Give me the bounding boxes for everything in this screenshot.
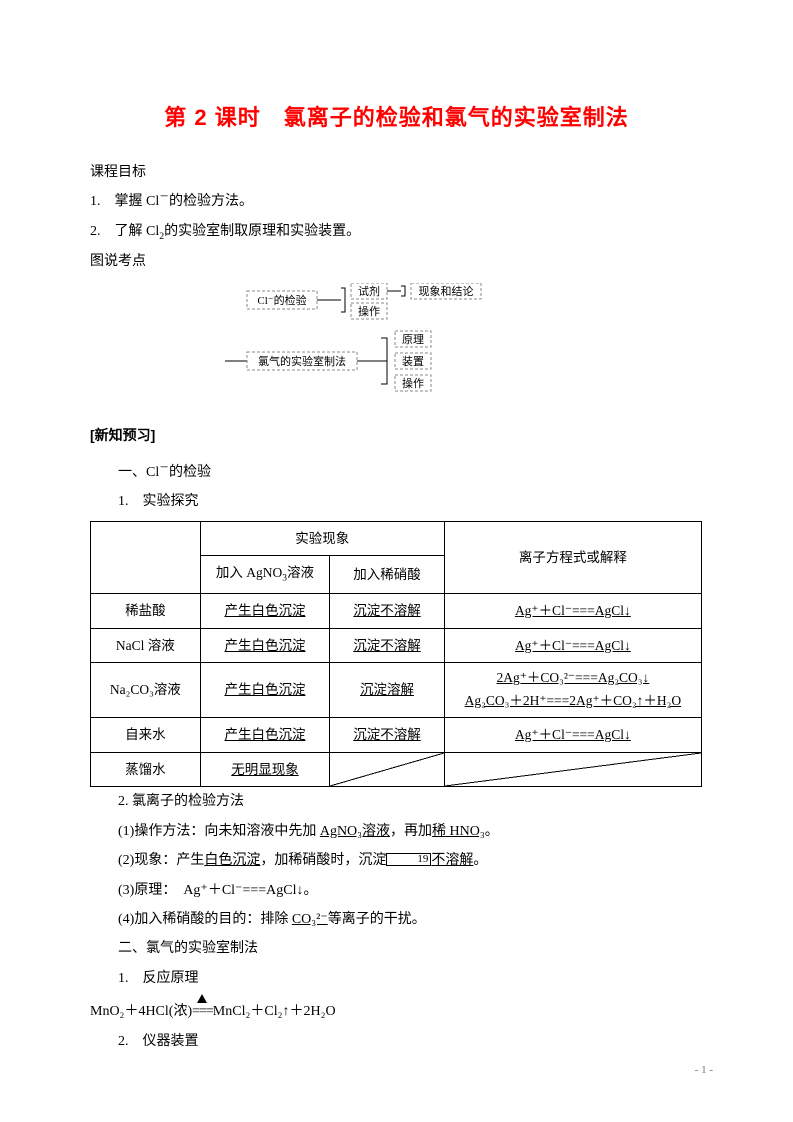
cell-eq: Ag⁺＋Cl⁻===AgCl↓ xyxy=(444,628,701,663)
triangle-icon xyxy=(197,994,207,1003)
obj2-post: 的实验室制取原理和实验装置。 xyxy=(164,224,360,239)
th-hno3: 加入稀硝酸 xyxy=(330,556,444,594)
method-4: (4)加入稀硝酸的目的：排除 CO₃²⁻等离子的干扰。 xyxy=(90,905,703,934)
agno3-post: 溶液 xyxy=(287,565,314,580)
heating-condition: === xyxy=(192,997,213,1026)
page-number: - 1 - xyxy=(695,1064,713,1076)
diagram-condition: 操作 xyxy=(358,304,380,318)
obj1-post: 的检验方法。 xyxy=(169,194,253,209)
cell-eq: Ag⁺＋Cl⁻===AgCl↓ xyxy=(444,718,701,753)
reaction-equation: MnO₂＋4HCl(浓)===MnCl₂＋Cl₂↑＋2H₂O xyxy=(90,997,703,1026)
diagram-gas-box: 氯气的实验室制法 xyxy=(258,354,346,368)
cell-ph2: 沉淀溶解 xyxy=(330,663,444,718)
s1-post: 的检验 xyxy=(169,465,211,480)
method-3: (3)原理： Ag⁺＋Cl⁻===AgCl↓。 xyxy=(90,876,703,905)
diagram-reagent: 试剂 xyxy=(358,284,380,298)
agno3-pre: 加入 AgNO xyxy=(216,565,282,580)
objectives-heading: 课程目标 xyxy=(90,158,703,187)
section-1-title: 一、Cl－的检验 xyxy=(90,458,703,487)
table-row: 自来水 产生白色沉淀 沉淀不溶解 Ag⁺＋Cl⁻===AgCl↓ xyxy=(91,718,702,753)
apparatus-heading: 2. 仪器装置 xyxy=(90,1027,703,1056)
cell-eq: Ag⁺＋Cl⁻===AgCl↓ xyxy=(444,593,701,628)
experiment-heading: 1. 实验探究 xyxy=(90,487,703,516)
cell-name: 蒸馏水 xyxy=(91,752,201,787)
diagram-cl-box: Cl⁻的检验 xyxy=(257,293,306,307)
diagram-label: 图说考点 xyxy=(90,247,703,276)
cell-eq: 2Ag⁺＋CO₃²⁻===Ag₂CO₃↓ Ag₂CO₃＋2H⁺===2Ag⁺＋C… xyxy=(444,663,701,718)
th-phenom: 实验现象 xyxy=(200,521,444,556)
table-row: NaCl 溶液 产生白色沉淀 沉淀不溶解 Ag⁺＋Cl⁻===AgCl↓ xyxy=(91,628,702,663)
obj1-pre: 1. 掌握 Cl xyxy=(90,194,159,209)
cell-ph2: 沉淀不溶解 xyxy=(330,718,444,753)
diagram-principle: 原理 xyxy=(402,333,424,346)
cell-ph1: 产生白色沉淀 xyxy=(200,628,330,663)
diagram-result: 现象和结论 xyxy=(418,284,473,298)
lesson-title: 第 2 课时 氯离子的检验和氯气的实验室制法 xyxy=(90,100,703,132)
experiment-table: 实验现象 离子方程式或解释 加入 AgNO3溶液 加入稀硝酸 稀盐酸 产生白色沉… xyxy=(90,521,702,788)
th-agno3: 加入 AgNO3溶液 xyxy=(200,556,330,594)
cl-sup: － xyxy=(159,192,169,203)
table-row: 稀盐酸 产生白色沉淀 沉淀不溶解 Ag⁺＋Cl⁻===AgCl↓ xyxy=(91,593,702,628)
cell-name: Na₂CO₃溶液 xyxy=(91,663,201,718)
cell-ph1: 产生白色沉淀 xyxy=(200,593,330,628)
obj2-pre: 2. 了解 Cl xyxy=(90,224,159,239)
table-header-row-1: 实验现象 离子方程式或解释 xyxy=(91,521,702,556)
diagram-operation: 操作 xyxy=(402,376,424,390)
cell-diagonal xyxy=(330,752,444,787)
cell-name: 自来水 xyxy=(91,718,201,753)
section-2-title: 二、氯气的实验室制法 xyxy=(90,934,703,963)
method-2: (2)现象：产生白色沉淀，加稀硝酸时，沉淀19不溶解。 xyxy=(90,846,703,875)
cell-diagonal xyxy=(444,752,701,787)
table-row: 蒸馏水 无明显现象 xyxy=(91,752,702,787)
s1-pre: 一、Cl xyxy=(118,465,159,480)
objective-1: 1. 掌握 Cl－的检验方法。 xyxy=(90,187,703,216)
th-equation: 离子方程式或解释 xyxy=(444,521,701,593)
page: 第 2 课时 氯离子的检验和氯气的实验室制法 课程目标 1. 掌握 Cl－的检验… xyxy=(0,0,793,1122)
cell-name: 稀盐酸 xyxy=(91,593,201,628)
body: 课程目标 1. 掌握 Cl－的检验方法。 2. 了解 Cl2的实验室制取原理和实… xyxy=(90,158,703,1056)
cell-ph1: 产生白色沉淀 xyxy=(200,663,330,718)
cell-name: NaCl 溶液 xyxy=(91,628,201,663)
diagram-svg: Cl⁻的检验 试剂 操作 现象和结论 氯气的实验室制法 xyxy=(217,283,577,403)
method-1: (1)操作方法：向未知溶液中先加 AgNO₃溶液，再加稀 HNO₃。 xyxy=(90,817,703,846)
s1-sup: － xyxy=(159,462,169,473)
cell-ph1: 产生白色沉淀 xyxy=(200,718,330,753)
preview-heading: [新知预习] xyxy=(90,421,703,450)
cell-ph1: 无明显现象 xyxy=(200,752,330,787)
blank-box-icon: 19 xyxy=(386,853,431,866)
method-heading: 2. 氯离子的检验方法 xyxy=(90,787,703,816)
cell-ph2: 沉淀不溶解 xyxy=(330,593,444,628)
diagram-apparatus: 装置 xyxy=(402,355,424,368)
principle-heading: 1. 反应原理 xyxy=(90,964,703,993)
cell-ph2: 沉淀不溶解 xyxy=(330,628,444,663)
table-row: Na₂CO₃溶液 产生白色沉淀 沉淀溶解 2Ag⁺＋CO₃²⁻===Ag₂CO₃… xyxy=(91,663,702,718)
objective-2: 2. 了解 Cl2的实验室制取原理和实验装置。 xyxy=(90,217,703,247)
concept-diagram: Cl⁻的检验 试剂 操作 现象和结论 氯气的实验室制法 xyxy=(90,283,703,403)
